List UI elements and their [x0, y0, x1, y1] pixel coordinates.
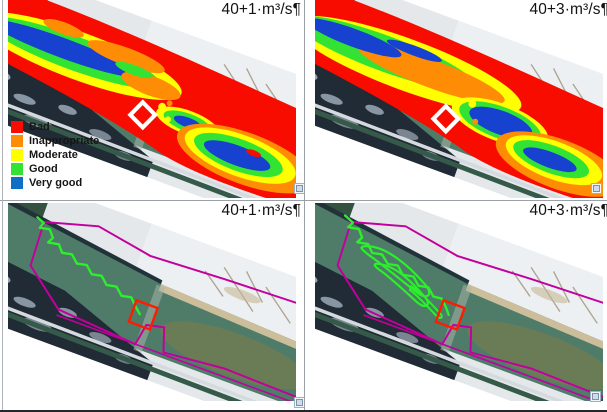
legend-label: Good [29, 163, 58, 175]
legend-item-bad: Bad [11, 121, 99, 133]
flow-label: 40+3·m³/s¶ [529, 1, 607, 18]
legend-label: Bad [29, 121, 50, 133]
legend-swatch-moderate [11, 149, 23, 161]
legend-item-good: Good [11, 163, 99, 175]
flow-label: 40+1·m³/s¶ [221, 202, 301, 219]
panel-aerial-40-1: 40+1·m³/s¶ [0, 201, 305, 412]
habitat-legend: Bad Inappropriate Moderate Good Very goo… [11, 121, 99, 189]
object-anchor-icon[interactable] [591, 183, 602, 194]
object-anchor-icon[interactable] [590, 391, 601, 402]
legend-swatch-bad [11, 121, 23, 133]
panel-aerial-40-3: 40+3·m³/s¶ [305, 201, 607, 412]
panel-habitat-40-3: 40+3·m³/s¶ [305, 0, 607, 201]
legend-label: Very good [29, 177, 83, 189]
flow-label: 40+1·m³/s¶ [221, 1, 301, 18]
object-anchor-icon[interactable] [294, 183, 304, 194]
legend-item-very-good: Very good [11, 177, 99, 189]
legend-item-moderate: Moderate [11, 149, 99, 161]
legend-swatch-inappropriate [11, 135, 23, 147]
flow-label: 40+3·m³/s¶ [529, 202, 607, 219]
habitat-map-40-3[interactable] [315, 0, 603, 198]
legend-item-inappropriate: Inappropriate [11, 135, 99, 147]
aerial-map-40-3[interactable] [315, 203, 603, 401]
legend-swatch-good [11, 163, 23, 175]
aerial-map-40-1[interactable] [8, 203, 296, 401]
legend-label: Inappropriate [29, 135, 100, 147]
panel-habitat-40-1: 40+1·m³/s¶ Bad Inappropriate Moderate Go… [0, 0, 305, 201]
object-anchor-icon[interactable] [294, 397, 304, 408]
legend-label: Moderate [29, 149, 78, 161]
legend-swatch-very-good [11, 177, 23, 189]
